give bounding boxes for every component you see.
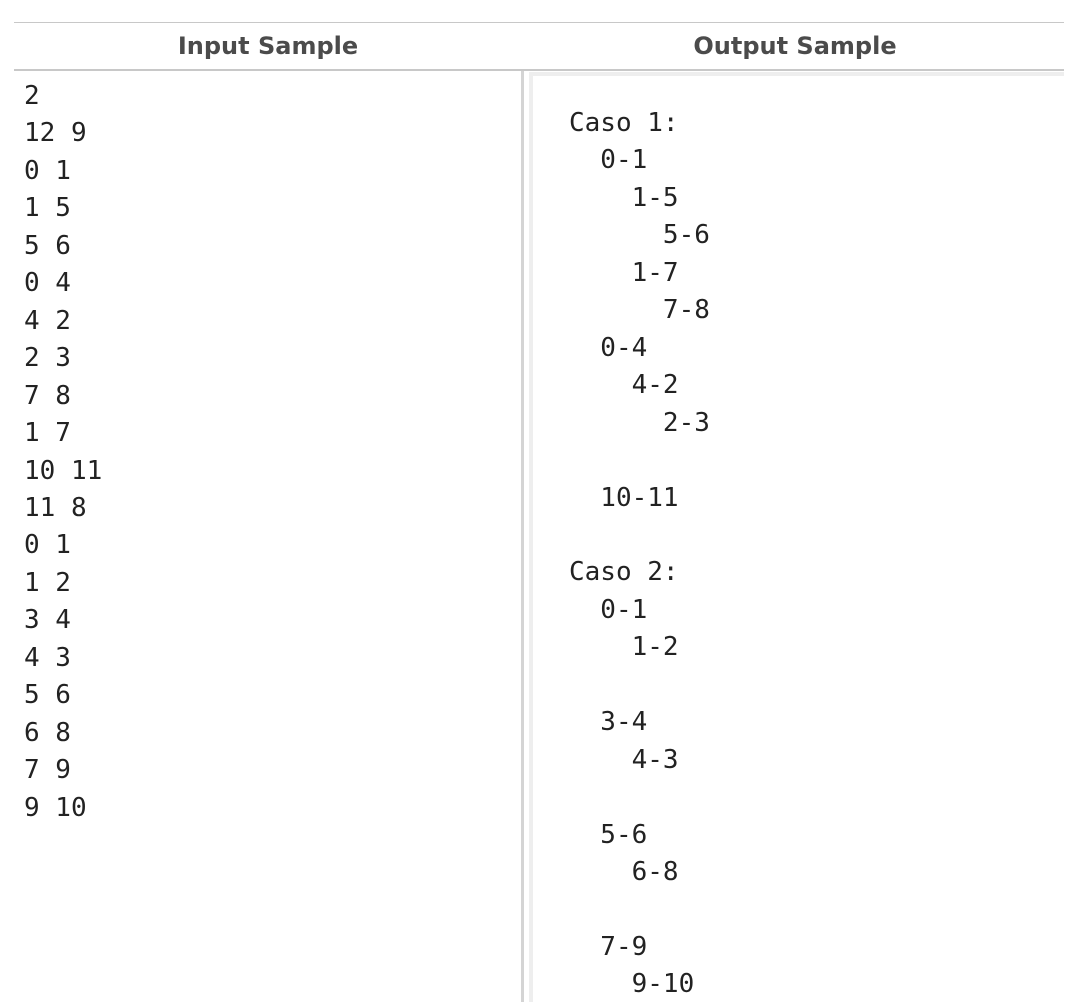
input-sample-text: 2 12 9 0 1 1 5 5 6 0 4 4 2 2 3 7 8 1 7 1… [24,81,103,823]
output-sample-header: Output Sample [693,32,897,60]
output-sample-cell: Caso 1: 0-1 1-5 5-6 1-7 7-8 0-4 4-2 2-3 … [529,72,1064,1002]
sample-table: Input Sample Output Sample 2 12 9 0 1 1 … [14,22,1064,1002]
column-divider [521,71,524,1002]
input-sample-header: Input Sample [177,32,359,60]
table-header-row: Input Sample Output Sample [14,23,1064,71]
output-sample-text: Caso 1: 0-1 1-5 5-6 1-7 7-8 0-4 4-2 2-3 … [569,108,710,1000]
